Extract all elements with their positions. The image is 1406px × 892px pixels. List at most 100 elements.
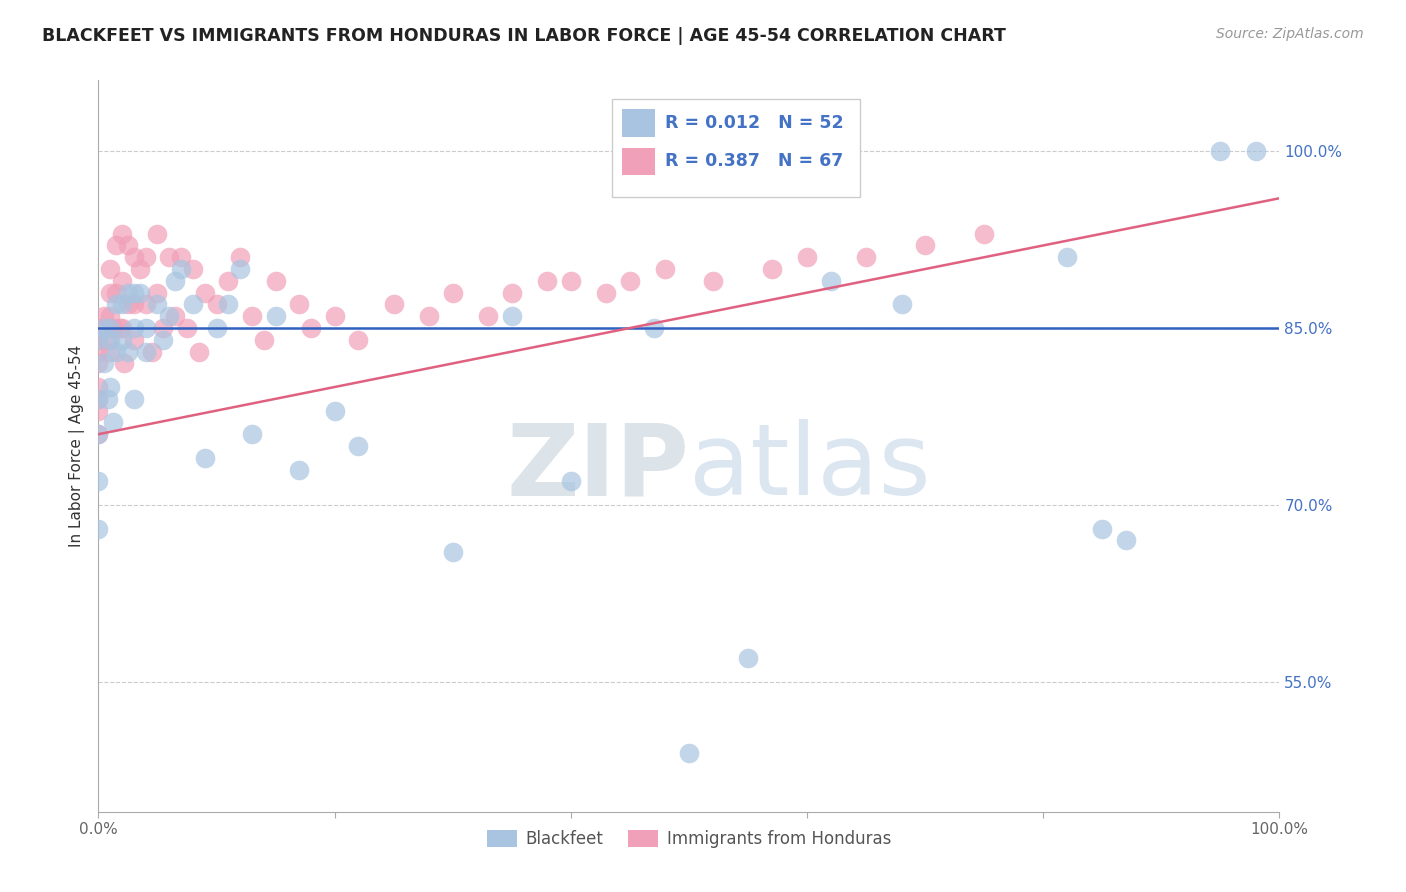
Point: [643, 321, 665, 335]
Point: [98, 310, 121, 324]
Point: [93, 310, 115, 324]
Point: [97, 392, 120, 406]
Point: [98, 321, 121, 335]
Point: [181, 262, 204, 277]
Point: [87, 344, 110, 359]
Point: [122, 392, 145, 406]
Point: [122, 321, 145, 335]
Point: [477, 310, 499, 324]
Point: [347, 439, 370, 453]
Point: [855, 250, 877, 264]
Point: [87, 392, 110, 406]
Point: [111, 333, 134, 347]
Point: [87, 475, 110, 489]
FancyBboxPatch shape: [621, 147, 655, 176]
Point: [146, 285, 169, 300]
Point: [141, 344, 163, 359]
Point: [501, 310, 523, 324]
Point: [108, 321, 131, 335]
Point: [176, 321, 198, 335]
Point: [87, 333, 110, 347]
Point: [87, 392, 110, 406]
Point: [117, 285, 139, 300]
Point: [170, 250, 193, 264]
Point: [111, 274, 134, 288]
Point: [170, 262, 193, 277]
Text: Source: ZipAtlas.com: Source: ZipAtlas.com: [1216, 27, 1364, 41]
Point: [264, 310, 287, 324]
Point: [165, 274, 187, 288]
Point: [702, 274, 724, 288]
Point: [105, 285, 128, 300]
Point: [1056, 250, 1078, 264]
Point: [135, 321, 157, 335]
Point: [229, 262, 252, 277]
Point: [117, 297, 139, 311]
Point: [1244, 144, 1267, 158]
Point: [323, 403, 346, 417]
Point: [441, 285, 464, 300]
Point: [152, 333, 174, 347]
Point: [135, 297, 157, 311]
Point: [97, 333, 120, 347]
Point: [146, 227, 169, 241]
Point: [418, 310, 440, 324]
Point: [737, 651, 759, 665]
Point: [87, 427, 110, 442]
Point: [87, 403, 110, 417]
Point: [98, 344, 121, 359]
Point: [105, 297, 128, 311]
Point: [536, 274, 558, 288]
Point: [98, 333, 121, 347]
Point: [595, 285, 617, 300]
Point: [382, 297, 405, 311]
Point: [87, 333, 110, 347]
Point: [501, 285, 523, 300]
Point: [111, 297, 134, 311]
Point: [112, 356, 135, 370]
Text: R = 0.012   N = 52: R = 0.012 N = 52: [665, 113, 844, 132]
Point: [1209, 144, 1232, 158]
Point: [654, 262, 676, 277]
Point: [619, 274, 641, 288]
Point: [181, 297, 204, 311]
FancyBboxPatch shape: [612, 99, 860, 197]
Point: [117, 344, 139, 359]
Point: [165, 310, 187, 324]
Point: [194, 285, 217, 300]
Point: [135, 250, 157, 264]
Point: [87, 321, 110, 335]
Point: [288, 462, 311, 476]
Point: [157, 310, 180, 324]
Text: BLACKFEET VS IMMIGRANTS FROM HONDURAS IN LABOR FORCE | AGE 45-54 CORRELATION CHA: BLACKFEET VS IMMIGRANTS FROM HONDURAS IN…: [42, 27, 1007, 45]
Point: [796, 250, 818, 264]
Text: atlas: atlas: [689, 419, 931, 516]
Point: [194, 450, 217, 465]
Point: [914, 238, 936, 252]
Point: [135, 344, 157, 359]
Point: [101, 416, 124, 430]
Text: ZIP: ZIP: [506, 419, 689, 516]
FancyBboxPatch shape: [621, 109, 655, 136]
Point: [323, 310, 346, 324]
Point: [105, 344, 128, 359]
Point: [560, 274, 582, 288]
Point: [205, 297, 228, 311]
Point: [205, 321, 228, 335]
Point: [240, 310, 263, 324]
Point: [973, 227, 995, 241]
Point: [1115, 533, 1137, 548]
Point: [240, 427, 263, 442]
Point: [105, 238, 128, 252]
Point: [152, 321, 174, 335]
Legend: Blackfeet, Immigrants from Honduras: Blackfeet, Immigrants from Honduras: [481, 823, 897, 855]
Point: [217, 297, 239, 311]
Point: [1091, 522, 1114, 536]
Point: [128, 285, 150, 300]
Point: [253, 333, 276, 347]
Point: [890, 297, 912, 311]
Point: [122, 297, 145, 311]
Point: [93, 321, 115, 335]
Point: [347, 333, 370, 347]
Point: [93, 356, 115, 370]
